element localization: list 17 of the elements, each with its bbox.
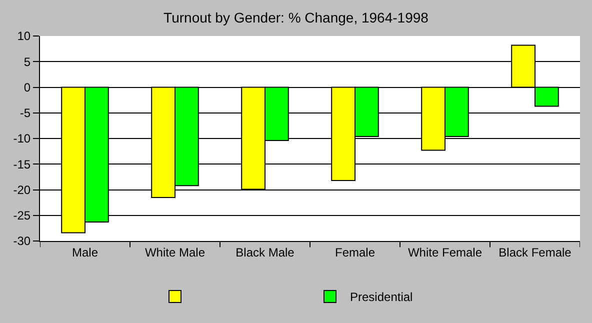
x-tick-label: Male xyxy=(72,245,98,260)
y-tick-label: -20 xyxy=(13,182,31,197)
y-tick-label: -5 xyxy=(20,106,31,120)
x-tick-label: Black Male xyxy=(236,245,295,260)
legend-label: Presidential xyxy=(350,290,413,304)
x-tick-label: Female xyxy=(334,245,376,260)
y-tick-label: 0 xyxy=(24,80,31,94)
x-tick-label: Black Female xyxy=(498,245,572,260)
x-tick-label: White Female xyxy=(408,245,482,260)
y-tick-label: -25 xyxy=(13,208,31,223)
y-tick-label: -10 xyxy=(13,132,31,146)
chart-title: Turnout by Gender: % Change, 1964-1998 xyxy=(164,10,429,26)
y-tick-label: -15 xyxy=(13,157,31,172)
y-tick-label: 10 xyxy=(17,29,31,44)
y-tick-label: -30 xyxy=(13,234,31,248)
x-tick-label: White Male xyxy=(144,245,206,260)
y-tick-label: 5 xyxy=(24,54,31,69)
